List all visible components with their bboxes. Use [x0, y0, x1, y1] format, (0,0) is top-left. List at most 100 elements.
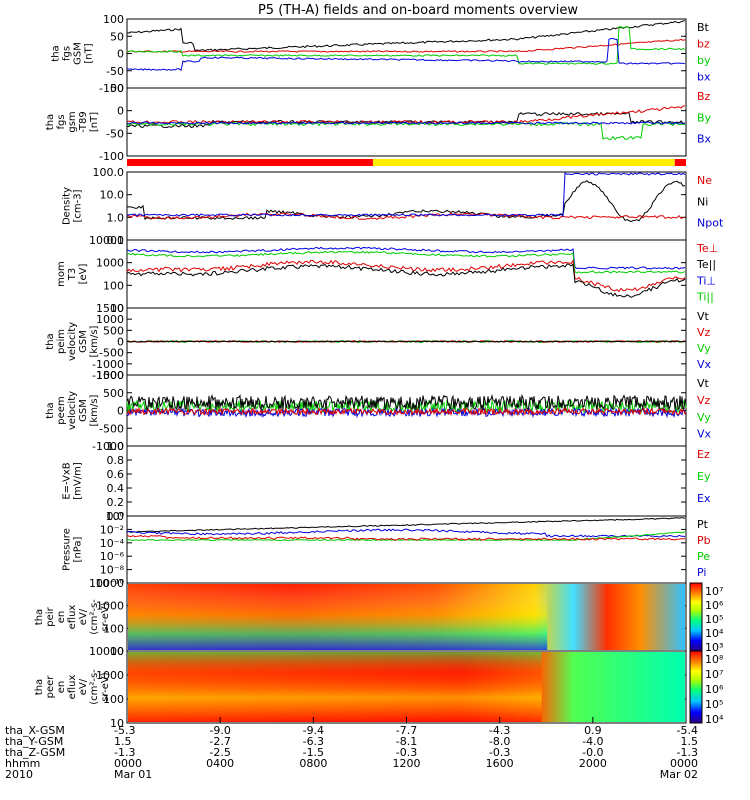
- legend-bt: Bt: [697, 21, 710, 34]
- y-tick-label: -1500: [92, 369, 124, 382]
- y-tick-label: -1000: [92, 358, 124, 371]
- legend-vy: Vy: [697, 342, 711, 355]
- trace-bz: [127, 38, 686, 53]
- z-gsm-value: -0.3: [396, 746, 417, 759]
- legend-vt: Vt: [697, 310, 710, 323]
- y-gsm-value: -8.1: [396, 735, 417, 748]
- x-gsm-value: -7.7: [396, 724, 417, 737]
- colorbar: [689, 582, 703, 652]
- y-axis-label: peim: [56, 329, 67, 354]
- trace-vt: [126, 393, 687, 412]
- colorbar-tick: 10⁵: [705, 698, 723, 711]
- legend-bz: Bz: [697, 90, 711, 103]
- y-gsm-value: -6.3: [303, 735, 324, 748]
- y-tick-label: 1.0: [107, 440, 125, 453]
- y-axis-label: (cm²-s-: [89, 599, 100, 635]
- colorbar-tick: 10⁷: [705, 585, 723, 598]
- trace-pi: [126, 528, 686, 538]
- y-axis-label: fgs: [56, 114, 67, 129]
- legend-pe: Pe: [697, 550, 710, 563]
- y-tick-label: 10⁻⁸: [100, 564, 125, 577]
- y-axis-label: en: [56, 681, 67, 694]
- x-gsm-value: -9.0: [209, 724, 230, 737]
- time-label: 1200: [393, 757, 421, 770]
- legend-ez: Ez: [697, 448, 710, 461]
- y-tick-label: 50: [110, 82, 124, 95]
- y-tick-label: -1000: [92, 440, 124, 453]
- x-row-label: hhmm: [5, 757, 40, 770]
- legend-bx: bx: [697, 70, 711, 83]
- mode-bar-slow: [372, 159, 675, 166]
- y-tick-label: 0: [117, 405, 124, 418]
- x-row-label: tha_Y-GSM: [5, 735, 63, 748]
- y-tick-label: 10000: [89, 645, 124, 658]
- y-tick-label: 0.8: [107, 454, 125, 467]
- time-label: 1600: [486, 757, 514, 770]
- x-row-label: 2010: [5, 768, 33, 781]
- y-tick-label: 10⁻¹⁰: [95, 577, 124, 590]
- y-tick-label: 0.6: [107, 468, 125, 481]
- y-tick-label: 50: [110, 30, 124, 43]
- y-tick-label: 100.0: [93, 166, 125, 179]
- y-axis-label: [nT]: [84, 43, 95, 63]
- y-gsm-value: -8.0: [489, 735, 510, 748]
- y-axis-label: peir: [45, 606, 56, 626]
- legend-ti||: Ti||: [696, 291, 714, 304]
- y-axis-label: GSM: [78, 399, 89, 422]
- date-label: Mar 02: [660, 768, 698, 781]
- trace-ni: [126, 180, 686, 223]
- colorbar-tick: 10⁶: [705, 599, 724, 612]
- y-tick-label: -50: [106, 127, 124, 140]
- panel-frame: [126, 445, 687, 517]
- y-axis-label: sr-eV): [100, 672, 111, 701]
- legend-pi: Pi: [697, 566, 706, 579]
- z-gsm-value: -0.3: [489, 746, 510, 759]
- y-tick-label: 1000: [96, 369, 124, 382]
- ion-spectrogram-shade: [128, 584, 548, 650]
- panel-fgs_dgsm: [126, 87, 687, 157]
- trace-pb: [126, 534, 686, 541]
- y-tick-label: 10000: [89, 577, 124, 590]
- y-tick-label: 1000: [96, 669, 124, 682]
- legend-ex: Ex: [697, 492, 711, 505]
- y-axis-label: Pressure: [62, 528, 73, 571]
- x-gsm-value: 0.9: [584, 724, 602, 737]
- y-axis-label: eV/: [78, 608, 89, 625]
- y-axis-label: tha: [34, 609, 45, 625]
- legend-bx: Bx: [697, 133, 712, 146]
- panel-density: [126, 171, 687, 241]
- y-axis-label: [mV/m]: [73, 462, 84, 500]
- y-tick-label: 1000: [96, 600, 124, 613]
- y-axis-label: velocity: [67, 391, 78, 430]
- y-axis-label: tha: [34, 679, 45, 695]
- y-axis-label: [km/s]: [89, 325, 100, 357]
- y-axis-label: tha: [45, 333, 56, 349]
- trace-vz: [126, 406, 687, 417]
- y-tick-label: 10: [110, 645, 124, 658]
- legend-vz: Vz: [697, 326, 711, 339]
- y-axis-label: eflux: [67, 605, 78, 630]
- y-axis-label: tha: [51, 45, 62, 61]
- y-tick-label: 0: [117, 336, 124, 349]
- panel-frame: [126, 239, 687, 309]
- z-gsm-value: -2.5: [209, 746, 230, 759]
- y-tick-label: -500: [99, 422, 124, 435]
- y-gsm-value: 1.5: [114, 735, 132, 748]
- y-axis-label: E=-VxB: [62, 462, 73, 499]
- y-tick-label: 10.0: [100, 189, 125, 202]
- y-tick-label: 0.2: [107, 496, 125, 509]
- y-tick-label: 10⁻⁴: [100, 537, 125, 550]
- time-label: 2000: [579, 757, 607, 770]
- y-axis-label: eflux: [67, 675, 78, 700]
- y-axis-label: peem: [56, 396, 67, 424]
- panel-frame: [126, 515, 687, 584]
- y-tick-label: 100: [103, 13, 124, 26]
- y-axis-label: -T89: [78, 111, 89, 133]
- panel-frame: [126, 171, 687, 241]
- y-tick-label: 10⁰: [106, 510, 125, 523]
- legend-te||: Te||: [696, 258, 716, 271]
- trace-bx: [126, 121, 686, 125]
- y-tick-label: 0: [117, 48, 124, 61]
- trace-ti-perp: [126, 246, 686, 270]
